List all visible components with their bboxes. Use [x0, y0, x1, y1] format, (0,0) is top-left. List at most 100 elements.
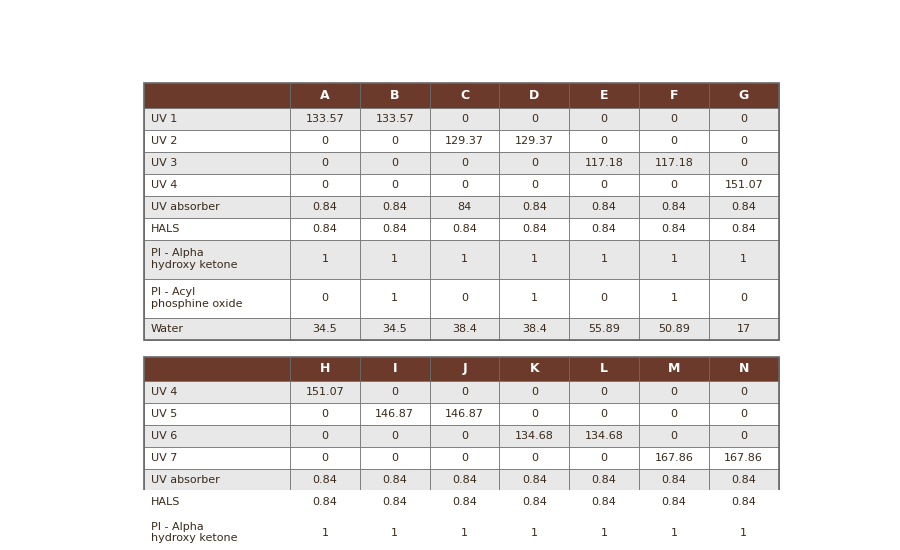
Bar: [570, 240, 639, 279]
Text: 0: 0: [461, 157, 468, 168]
Bar: [639, 447, 709, 469]
Bar: [144, 152, 290, 174]
Text: 1: 1: [461, 527, 468, 538]
Text: HALS: HALS: [151, 497, 180, 507]
Bar: [144, 83, 290, 107]
Text: HALS: HALS: [151, 224, 180, 234]
Text: 0: 0: [531, 409, 538, 419]
Bar: [360, 218, 429, 240]
Text: UV 5: UV 5: [151, 409, 177, 419]
Text: 0.84: 0.84: [522, 224, 547, 234]
Text: 129.37: 129.37: [515, 135, 554, 146]
Text: 134.68: 134.68: [585, 431, 624, 441]
Bar: [709, 513, 778, 550]
Bar: [429, 279, 500, 317]
Bar: [570, 130, 639, 152]
Bar: [290, 317, 360, 339]
Bar: [290, 196, 360, 218]
Text: 0: 0: [600, 293, 608, 303]
Bar: [144, 356, 290, 381]
Bar: [709, 130, 778, 152]
Bar: [570, 403, 639, 425]
Text: 1: 1: [670, 527, 678, 538]
Text: 0: 0: [321, 180, 328, 190]
Text: 1: 1: [670, 254, 678, 264]
Bar: [290, 425, 360, 447]
Bar: [360, 83, 429, 107]
Bar: [639, 174, 709, 196]
Bar: [570, 218, 639, 240]
Bar: [144, 83, 778, 339]
Bar: [429, 130, 500, 152]
Text: 0: 0: [321, 293, 328, 303]
Bar: [570, 279, 639, 317]
Text: 0.84: 0.84: [382, 475, 407, 485]
Text: 1: 1: [531, 254, 538, 264]
Text: F: F: [670, 89, 679, 102]
Text: UV 7: UV 7: [151, 453, 177, 463]
Bar: [709, 240, 778, 279]
Bar: [570, 491, 639, 513]
Bar: [709, 403, 778, 425]
Bar: [290, 381, 360, 403]
Bar: [709, 83, 778, 107]
Bar: [500, 240, 570, 279]
Bar: [639, 356, 709, 381]
Bar: [360, 196, 429, 218]
Bar: [360, 174, 429, 196]
Bar: [639, 425, 709, 447]
Bar: [290, 240, 360, 279]
Bar: [290, 447, 360, 469]
Text: 0.84: 0.84: [662, 224, 687, 234]
Text: 0: 0: [531, 157, 538, 168]
Bar: [500, 317, 570, 339]
Text: G: G: [739, 89, 749, 102]
Text: 0: 0: [461, 180, 468, 190]
Text: 0.84: 0.84: [382, 224, 407, 234]
Bar: [639, 83, 709, 107]
Bar: [290, 356, 360, 381]
Text: 0.84: 0.84: [452, 475, 477, 485]
Bar: [570, 381, 639, 403]
Bar: [429, 196, 500, 218]
Text: 0.84: 0.84: [312, 497, 338, 507]
Text: 1: 1: [392, 527, 399, 538]
Text: 0: 0: [670, 387, 678, 397]
Text: UV 4: UV 4: [151, 387, 177, 397]
Text: 55.89: 55.89: [589, 323, 620, 333]
Bar: [360, 513, 429, 550]
Bar: [639, 491, 709, 513]
Text: 134.68: 134.68: [515, 431, 554, 441]
Text: 0: 0: [392, 387, 399, 397]
Text: 1: 1: [321, 527, 328, 538]
Text: K: K: [529, 362, 539, 375]
Bar: [144, 513, 290, 550]
Bar: [639, 279, 709, 317]
Bar: [429, 447, 500, 469]
Text: 0.84: 0.84: [732, 475, 756, 485]
Bar: [500, 279, 570, 317]
Bar: [429, 83, 500, 107]
Text: 0: 0: [670, 409, 678, 419]
Bar: [639, 218, 709, 240]
Text: 0: 0: [531, 180, 538, 190]
Bar: [500, 469, 570, 491]
Text: 1: 1: [392, 293, 399, 303]
Text: 0: 0: [531, 387, 538, 397]
Text: 1: 1: [740, 254, 747, 264]
Bar: [639, 196, 709, 218]
Bar: [290, 403, 360, 425]
Text: 0.84: 0.84: [732, 497, 756, 507]
Text: 0.84: 0.84: [312, 202, 338, 212]
Bar: [144, 403, 290, 425]
Bar: [429, 317, 500, 339]
Bar: [290, 174, 360, 196]
Text: 1: 1: [531, 293, 538, 303]
Text: 0.84: 0.84: [662, 475, 687, 485]
Text: 0.84: 0.84: [591, 202, 617, 212]
Text: L: L: [600, 362, 608, 375]
Bar: [429, 174, 500, 196]
Text: 0: 0: [392, 431, 399, 441]
Text: 0: 0: [321, 431, 328, 441]
Bar: [144, 240, 290, 279]
